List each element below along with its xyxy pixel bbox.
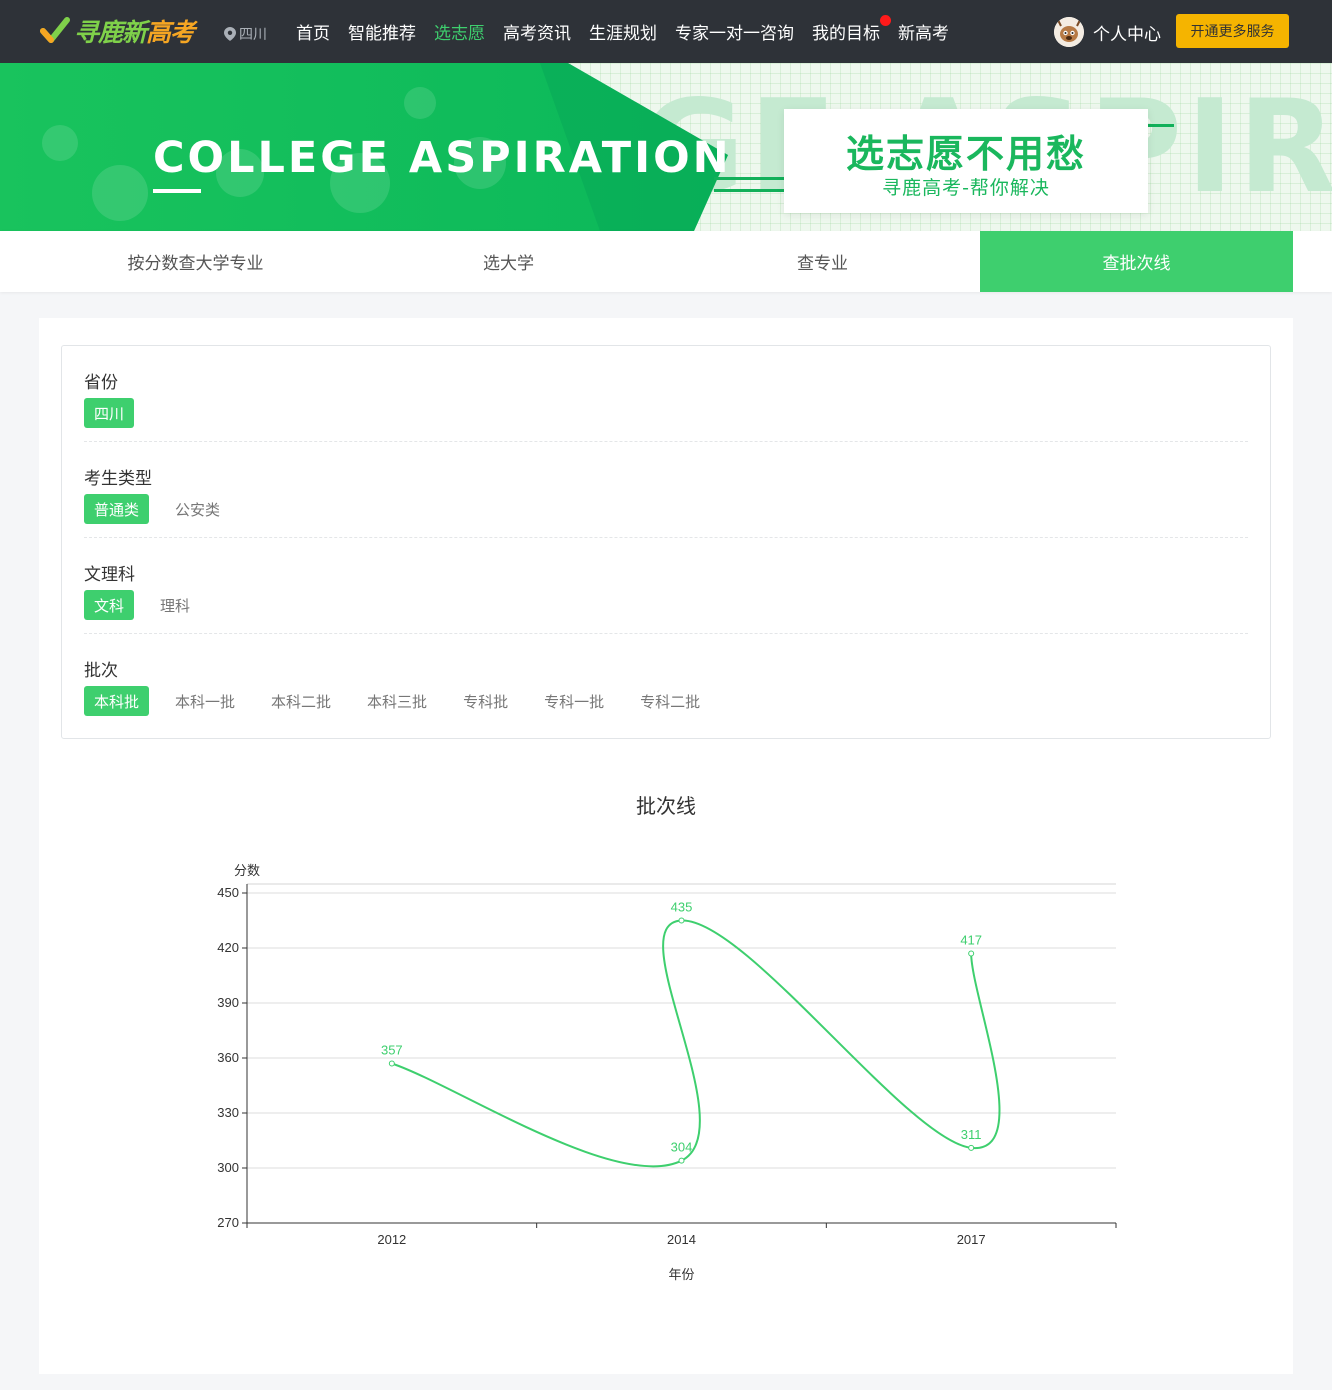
nav-item-label: 智能推荐	[348, 24, 416, 44]
slogan-main: 选志愿不用愁	[845, 132, 1086, 176]
filter-options: 四川	[84, 398, 150, 428]
x-tick-label: 2014	[667, 1232, 696, 1247]
city-selector[interactable]: 四川	[224, 24, 267, 44]
data-label: 304	[671, 1140, 693, 1155]
filter-label: 考生类型	[84, 469, 152, 489]
filter-label: 批次	[84, 661, 118, 681]
filter-option[interactable]: 文科	[84, 590, 135, 620]
nav-item-3[interactable]: 高考资讯	[503, 19, 571, 44]
y-axis-label: 分数	[234, 864, 260, 879]
filter-panel: 省份四川考生类型普通类 公安类文理科文科 理科批次本科批 本科一批 本科二批 本科三批 专科…	[61, 345, 1271, 739]
city-label: 四川	[239, 27, 267, 43]
data-point	[388, 1060, 395, 1067]
nav-item-2[interactable]: 选志愿	[434, 19, 485, 44]
chart-title: 批次线	[636, 794, 696, 818]
logo-text: 寻鹿新高考	[74, 13, 195, 49]
decor-line	[714, 177, 784, 180]
x-tick-label: 2012	[377, 1232, 406, 1247]
nav-item-label: 专家一对一咨询	[675, 24, 794, 44]
filter-option[interactable]: 本科三批	[367, 692, 428, 711]
nav-item-label: 我的目标	[812, 24, 880, 44]
nav-item-label: 选志愿	[434, 24, 485, 44]
user-center-label: 个人中心	[1093, 24, 1161, 45]
nav-item-label: 新高考	[898, 24, 949, 44]
filter-row-2: 文理科文科 理科	[84, 538, 1248, 634]
filter-option[interactable]: 本科二批	[271, 692, 332, 711]
filter-option[interactable]: 理科	[160, 596, 191, 615]
filter-option[interactable]: 专科二批	[640, 692, 701, 711]
nav-item-7[interactable]: 新高考	[898, 19, 949, 44]
data-point	[968, 950, 975, 957]
nav-item-label: 生涯规划	[589, 24, 657, 44]
y-tick-label: 450	[217, 885, 239, 900]
filter-options: 普通类 公安类	[84, 494, 246, 524]
data-label: 435	[671, 900, 693, 915]
notification-dot	[880, 15, 891, 26]
nav-item-6[interactable]: 我的目标	[812, 15, 891, 44]
nav-item-5[interactable]: 专家一对一咨询	[675, 19, 794, 44]
y-tick-label: 300	[217, 1160, 239, 1175]
y-tick-label: 420	[217, 940, 239, 955]
open-more-services-button[interactable]: 开通更多服务	[1176, 14, 1289, 48]
filter-options: 文科 理科	[84, 590, 216, 620]
filter-row-3: 批次本科批 本科一批 本科二批 本科三批 专科批 专科一批 专科二批	[84, 634, 1248, 730]
slogan-sub: 寻鹿高考-帮你解决	[882, 177, 1050, 199]
main-content: 省份四川考生类型普通类 公安类文理科文科 理科批次本科批 本科一批 本科二批 本科三批 专科…	[39, 318, 1293, 1374]
user-center[interactable]: 个人中心	[1054, 17, 1161, 47]
tab-1[interactable]: 选大学	[483, 254, 534, 274]
filter-label: 省份	[84, 373, 118, 393]
data-point	[678, 917, 685, 924]
y-tick-label: 270	[217, 1215, 239, 1230]
nav-item-4[interactable]: 生涯规划	[589, 19, 657, 44]
decor-line	[714, 189, 812, 192]
data-point	[678, 1157, 685, 1164]
avatar	[1054, 17, 1084, 47]
logo-text-part-1: 寻鹿新	[74, 18, 147, 47]
banner-title-underline	[153, 189, 201, 193]
top-navbar: 寻鹿新高考 四川 首页 智能推荐 选志愿 高考资讯 生涯规划 专家一对一咨询 我的目标 新高考…	[0, 0, 1332, 63]
filter-row-0: 省份 四川	[84, 346, 1248, 442]
main-nav: 首页 智能推荐 选志愿 高考资讯 生涯规划 专家一对一咨询 我的目标 新高考	[287, 0, 958, 63]
nav-item-label: 高考资讯	[503, 24, 571, 44]
filter-options: 本科批 本科一批 本科二批 本科三批 专科批 专科一批 专科二批	[84, 686, 726, 716]
slogan-card: 选志愿不用愁 寻鹿高考-帮你解决	[784, 109, 1148, 213]
tab-3[interactable]: 查批次线	[980, 231, 1293, 292]
nav-item-0[interactable]: 首页	[296, 19, 330, 44]
data-point	[968, 1144, 975, 1151]
filter-label: 文理科	[84, 565, 135, 585]
filter-option[interactable]: 专科一批	[544, 692, 605, 711]
checkmark-logo-icon	[40, 16, 70, 46]
location-pin-icon	[224, 27, 236, 41]
y-tick-label: 360	[217, 1050, 239, 1065]
x-axis-label: 年份	[668, 1268, 694, 1283]
filter-option[interactable]: 公安类	[175, 500, 221, 519]
filter-option[interactable]: 普通类	[84, 494, 150, 524]
filter-option[interactable]: 专科批	[463, 692, 509, 711]
nav-item-label: 首页	[296, 24, 330, 44]
data-label: 417	[960, 933, 982, 948]
logo-text-part-2: 高考	[146, 18, 195, 47]
nav-item-1[interactable]: 智能推荐	[348, 19, 416, 44]
data-label: 357	[381, 1043, 403, 1058]
y-tick-label: 330	[217, 1105, 239, 1120]
series-line	[391, 919, 1001, 1168]
filter-option[interactable]: 四川	[84, 398, 135, 428]
tab-2[interactable]: 查专业	[797, 254, 848, 274]
filter-option[interactable]: 本科一批	[175, 692, 236, 711]
tab-0[interactable]: 按分数查大学专业	[127, 254, 264, 274]
y-tick-label: 390	[217, 995, 239, 1010]
filter-row-1: 考生类型普通类 公安类	[84, 442, 1248, 538]
x-tick-label: 2017	[957, 1232, 986, 1247]
filter-option[interactable]: 本科批	[84, 686, 150, 716]
banner-title: COLLEGE ASPIRATION	[153, 133, 732, 183]
data-label: 311	[961, 1127, 982, 1142]
deer-avatar-icon	[1054, 17, 1084, 47]
hero-banner: GE ASPIRAT COLLEGE ASPIRATION 选志愿不用愁 寻鹿高…	[0, 63, 1332, 231]
function-tabs: 按分数查大学专业 选大学 查专业 查批次线	[0, 231, 1332, 292]
site-logo[interactable]: 寻鹿新高考	[40, 13, 195, 49]
